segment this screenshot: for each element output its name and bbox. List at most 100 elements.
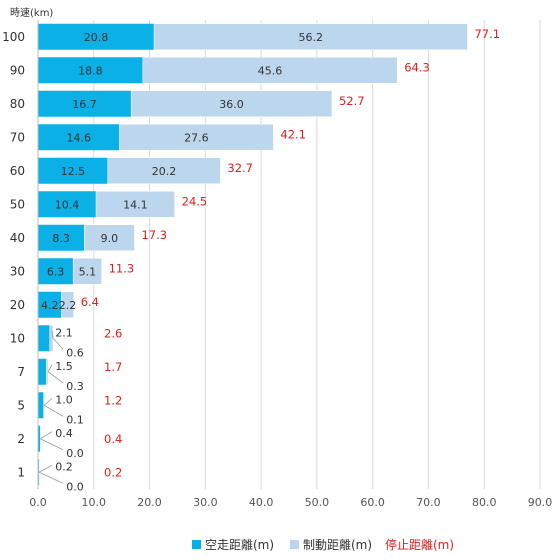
- value-label-stopping: 1.2: [104, 393, 122, 407]
- bar-free-running: [38, 157, 108, 184]
- legend-label-free-running: 空走距離(m): [205, 538, 274, 552]
- leader-line: [43, 397, 53, 406]
- value-label-braking: 0.3: [66, 380, 84, 393]
- bar-free-running: [38, 258, 74, 285]
- value-label-free-running: 8.3: [52, 232, 70, 245]
- bar-braking: [49, 325, 54, 352]
- x-tick-label: 0.0: [29, 496, 47, 509]
- bar-braking: [72, 258, 102, 285]
- bar-braking: [95, 191, 175, 218]
- value-label-braking: 56.2: [299, 31, 324, 44]
- bar-braking: [107, 157, 221, 184]
- x-tick-label: 80.0: [472, 496, 497, 509]
- value-label-stopping: 1.7: [104, 360, 122, 374]
- bar-free-running: [38, 191, 97, 218]
- bar-braking: [61, 291, 74, 318]
- value-label-free-running: 10.4: [55, 198, 80, 211]
- bar-free-running: [38, 325, 50, 352]
- bar-braking: [153, 23, 468, 50]
- value-label-stopping: 2.6: [104, 326, 122, 340]
- leader-line: [38, 471, 64, 484]
- bar-braking: [130, 90, 333, 117]
- value-label-free-running: 4.2: [41, 299, 59, 312]
- axes: 0.0 10.0 20.0 30.0 40.0 50.0 60.0 70.0 80.0 90.01…: [2, 20, 552, 509]
- value-label-braking: 2.2: [59, 299, 77, 312]
- value-label-free-running: 2.1: [55, 326, 73, 339]
- bar-braking: [142, 57, 398, 84]
- value-label-braking: 20.2: [152, 165, 177, 178]
- legend-swatch-braking: [290, 540, 299, 549]
- category-label: 5: [17, 398, 25, 412]
- value-label-stopping: 52.7: [339, 94, 365, 108]
- value-label-stopping: 6.4: [81, 295, 99, 309]
- value-label-braking: 0.6: [66, 346, 84, 359]
- leader-line: [47, 371, 64, 384]
- x-tick-label: 10.0: [82, 496, 107, 509]
- legend-label-braking: 制動距離(m): [303, 538, 372, 552]
- value-label-braking: 14.1: [123, 198, 148, 211]
- category-label: 7: [17, 365, 25, 379]
- leader-line: [51, 331, 54, 339]
- bar-braking: [46, 358, 49, 385]
- category-label: 2: [17, 432, 25, 446]
- value-label-free-running: 0.4: [55, 427, 73, 440]
- x-tick-label: 90.0: [528, 496, 553, 509]
- category-label: 1: [17, 465, 25, 479]
- value-label-stopping: 32.7: [227, 161, 253, 175]
- value-label-stopping: 0.4: [104, 432, 122, 446]
- bar-free-running: [38, 358, 47, 385]
- bar-free-running: [38, 224, 85, 251]
- legend: 空走距離(m) 制動距離(m) 停止距離(m): [192, 537, 454, 552]
- value-label-free-running: 14.6: [66, 131, 91, 144]
- x-tick-label: 30.0: [193, 496, 218, 509]
- value-label-stopping: 11.3: [109, 261, 135, 275]
- value-label-free-running: 1.0: [55, 393, 73, 406]
- grid-lines: [93, 20, 541, 489]
- legend-swatch-free-running: [192, 540, 201, 549]
- category-label: 100: [2, 30, 25, 44]
- value-label-braking: 0.0: [66, 447, 84, 460]
- value-label-stopping: 24.5: [182, 194, 208, 208]
- value-label-braking: 0.1: [66, 413, 84, 426]
- value-label-braking: 36.0: [219, 98, 244, 111]
- axis-unit-label: 時速(km): [10, 7, 53, 19]
- value-label-braking: 45.6: [258, 64, 283, 77]
- category-label: 10: [10, 331, 25, 345]
- legend-label-stopping: 停止距離(m): [385, 537, 454, 552]
- value-label-braking: 5.1: [79, 265, 97, 278]
- category-label: 50: [10, 197, 25, 211]
- category-label: 20: [10, 298, 25, 312]
- bar-free-running: [38, 425, 41, 452]
- category-label: 30: [10, 264, 25, 278]
- value-label-stopping: 42.1: [280, 127, 306, 141]
- x-tick-label: 50.0: [305, 496, 330, 509]
- category-label: 60: [10, 164, 25, 178]
- category-label: 40: [10, 231, 25, 245]
- bar-braking: [119, 124, 274, 151]
- x-tick-label: 40.0: [249, 496, 274, 509]
- bar-free-running: [38, 90, 132, 117]
- value-label-stopping: 17.3: [141, 228, 167, 242]
- value-label-free-running: 16.7: [72, 98, 97, 111]
- leader-line: [47, 364, 53, 372]
- value-label-stopping: 64.3: [404, 60, 430, 74]
- bar-braking: [84, 224, 135, 251]
- data-labels: 20.8 56.2 77.1 18.8 45.6 64.3 16.7 36.0 52.7 14.6…: [38, 27, 500, 493]
- category-label: 70: [10, 130, 25, 144]
- value-label-braking: 9.0: [101, 232, 119, 245]
- value-label-free-running: 6.3: [47, 265, 65, 278]
- leader-line: [38, 464, 53, 473]
- x-tick-label: 20.0: [137, 496, 162, 509]
- value-label-free-running: 18.8: [78, 64, 103, 77]
- bar-free-running: [38, 392, 44, 419]
- category-label: 90: [10, 63, 25, 77]
- value-label-free-running: 12.5: [61, 165, 86, 178]
- leader-line: [43, 404, 64, 417]
- bar-free-running: [38, 23, 155, 50]
- value-label-stopping: 0.2: [104, 465, 122, 479]
- leader-line: [40, 438, 64, 451]
- value-label-free-running: 20.8: [84, 31, 109, 44]
- bar-free-running: [38, 124, 120, 151]
- category-label: 80: [10, 97, 25, 111]
- bar-free-running: [38, 291, 62, 318]
